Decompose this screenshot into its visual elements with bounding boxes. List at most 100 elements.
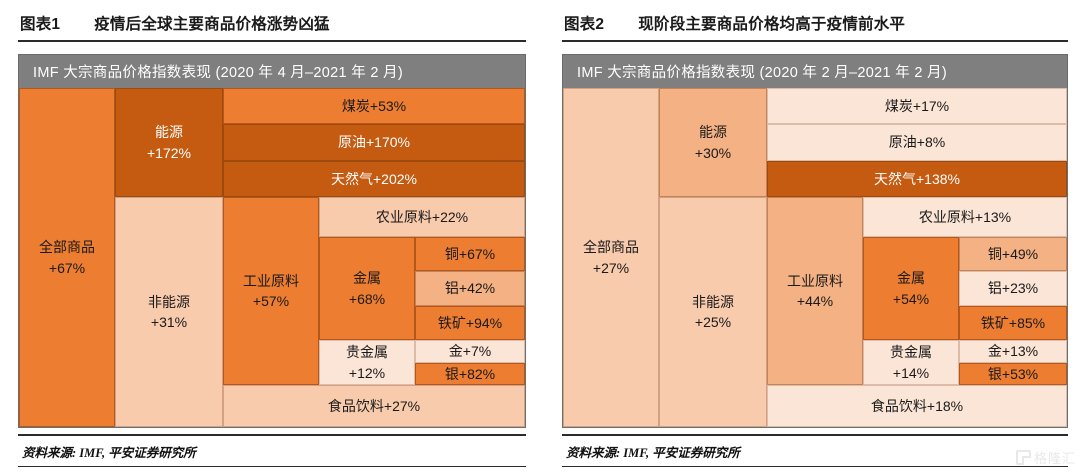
panel-2-figure-tag: 图表2 [564,16,605,33]
panel-2-source: 资料来源: IMF, 平安证券研究所 [566,445,740,460]
panel-2-cell-agricultural-materials[interactable]: 农业原料 +13% [863,197,1067,237]
cell-label: 铜 [987,246,1002,263]
panel-1-title-row: 图表1 疫情后全球主要商品价格涨势凶猛 [18,8,526,40]
panel-2-cell-food-beverage[interactable]: 食品饮料 +18% [767,385,1067,427]
panel-2-cell-copper[interactable]: 铜 +49% [959,237,1067,272]
panel-1-cell-silver[interactable]: 银 +82% [415,362,525,385]
panel-2-cell-natural-gas[interactable]: 天然气 +138% [767,160,1067,197]
cell-value: +138% [916,170,960,187]
panel-2-precious-band: 贵金属 +14% 金 +13% [863,340,1067,385]
cell-label: 银 [444,365,459,382]
panel-1-cell-metal[interactable]: 金属 +68% [319,237,415,340]
cell-label: 银 [987,365,1002,382]
panel-2-nonenergy-band: 非能源 +25% 工业原料 +44% [659,197,1067,427]
cell-label: 铜 [444,246,459,263]
panel-1-figure-tag: 图表1 [20,16,61,33]
panel-1-cell-food-beverage[interactable]: 食品饮料 +27% [223,385,525,427]
panel-1-cell-energy[interactable]: 能源 +172% [115,88,223,197]
panel-2-title: 现阶段主要商品价格均高于疫情前水平 [638,16,906,33]
panel-2-cell-precious-metals[interactable]: 贵金属 +14% [863,340,959,385]
panel-1-cell-coal[interactable]: 煤炭 +53% [223,88,525,125]
panel-2-footer: 资料来源: IMF, 平安证券研究所 [562,434,1068,467]
panel-2-cell-energy[interactable]: 能源 +30% [659,88,767,197]
panel-1-industrial-band: 工业原料 +57% 农业原料 +22% [223,197,525,385]
panel-2-col-industrial: 工业原料 +44% [767,197,863,385]
panel-1-footer-divider-bottom [18,465,526,467]
panel-2-cell-silver[interactable]: 银 +53% [959,362,1067,385]
cell-label: 铝 [987,280,1002,297]
cell-value: +82% [458,365,496,382]
cell-value: +27% [383,397,421,414]
panel-2-cell-iron-ore[interactable]: 铁矿 +85% [959,305,1067,340]
cell-value: +170% [366,134,410,151]
cell-value: +68% [348,290,386,307]
cell-label: 天然气 [331,170,373,187]
panel-2-cell-gold[interactable]: 金 +13% [959,340,1067,363]
cell-label: 非能源 [148,293,190,310]
cell-value: +7% [462,343,492,360]
panel-1-cell-copper[interactable]: 铜 +67% [415,237,525,272]
cell-label: 能源 [699,124,727,141]
panel-2-cell-aluminium[interactable]: 铝 +23% [959,271,1067,306]
cell-value: +13% [1001,343,1039,360]
cell-value: +17% [912,98,950,115]
panel-1-cell-aluminium[interactable]: 铝 +42% [415,271,525,306]
cell-value: +14% [892,364,930,381]
panel-2-col-level1: 全部商品 +27% [563,88,659,427]
cell-value: +202% [373,170,417,187]
panel-1-metal-band: 金属 +68% 铜 +67% [319,237,525,340]
cell-label: 非能源 [692,293,734,310]
cell-value: +31% [150,314,188,330]
panel-1-cell-crude-oil[interactable]: 原油 +170% [223,124,525,161]
panel-1-cell-gold[interactable]: 金 +7% [415,340,525,363]
panel-2-cell-industrial-materials[interactable]: 工业原料 +44% [767,197,863,385]
cell-label: 工业原料 [243,272,299,289]
cell-value: +25% [694,314,732,330]
cell-value: +54% [892,290,930,307]
panel-2-title-divider [562,40,1068,42]
cell-label: 原油 [338,134,366,151]
cell-label: 铁矿 [437,314,466,331]
panel-1-cell-industrial-materials[interactable]: 工业原料 +57% [223,197,319,385]
cell-value: +67% [48,259,86,276]
panel-2-treemap: 全部商品 +27% 能源 +30% 煤炭 +17% [562,88,1068,428]
panel-1-cell-iron-ore[interactable]: 铁矿 +94% [415,305,525,340]
cell-value: +49% [1001,246,1039,263]
panel-2-footer-divider-bottom [562,465,1068,467]
panel-2-energy-band: 能源 +30% 煤炭 +17% 原油 +8% [659,88,1067,197]
cell-value: +85% [1008,314,1046,331]
cell-label: 原油 [888,134,917,151]
panel-1-precious-band: 贵金属 +12% 金 +7% [319,340,525,385]
panel-2-col-energy: 能源 +30% [659,88,767,197]
panel-1-title-divider [18,40,526,42]
cell-value: +18% [926,397,964,414]
panel-1-cell-non-energy[interactable]: 非能源 +31% [115,197,223,427]
panel-2-cell-all-commodities[interactable]: 全部商品 +27% [563,88,659,427]
panel-2-industrial-band: 工业原料 +44% 农业原料 +13% [767,197,1067,385]
panel-1-cell-agricultural-materials[interactable]: 农业原料 +22% [319,197,525,237]
cell-label: 贵金属 [346,344,388,361]
cell-label: 贵金属 [890,344,932,361]
panel-1-col-industrial-children: 农业原料 +22% 金属 +68% [319,197,525,385]
panel-2-cell-non-energy[interactable]: 非能源 +25% [659,197,767,427]
cell-value: +22% [431,208,469,225]
panel-2-metal-band: 金属 +54% 铜 +49% [863,237,1067,340]
panel-1-footer-divider-top [18,434,526,436]
cell-label: 煤炭 [341,98,370,115]
cell-label: 金 [987,343,1002,360]
panel-2-col-nonenergy-children: 工业原料 +44% 农业原料 +13% [767,197,1067,427]
panel-1-cell-all-commodities[interactable]: 全部商品 +67% [19,88,115,427]
cell-label: 铁矿 [980,314,1009,331]
cell-value: +53% [1001,365,1039,382]
chart-panel-2: 图表2 现阶段主要商品价格均高于疫情前水平 IMF 大宗商品价格指数表现 (20… [540,0,1080,475]
panel-1-cell-natural-gas[interactable]: 天然气 +202% [223,160,525,197]
chart-panel-1: 图表1 疫情后全球主要商品价格涨势凶猛 IMF 大宗商品价格指数表现 (2020… [18,8,526,467]
cell-label: 天然气 [874,170,916,187]
panel-1-cell-precious-metals[interactable]: 贵金属 +12% [319,340,415,385]
panel-2-cell-crude-oil[interactable]: 原油 +8% [767,124,1067,161]
panel-2-cell-metal[interactable]: 金属 +54% [863,237,959,340]
cell-label: 金属 [897,270,925,287]
panel-2-cell-coal[interactable]: 煤炭 +17% [767,88,1067,125]
cell-label: 铝 [444,280,459,297]
panel-2-col-precious-children: 金 +13% 银 +53% [959,340,1067,385]
